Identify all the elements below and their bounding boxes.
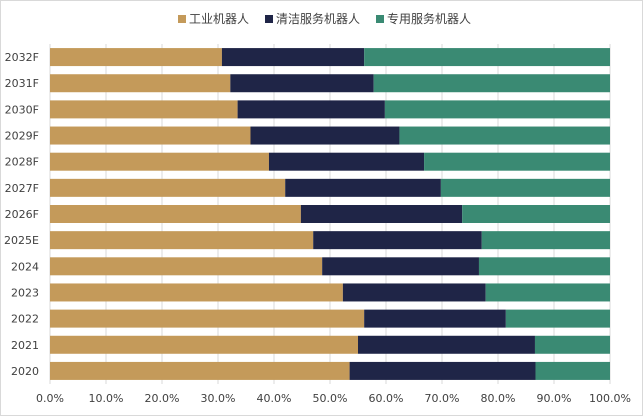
legend-swatch [178,15,186,23]
bar-segment [358,335,535,354]
bar-segment [424,152,610,171]
category-label: 2024 [11,260,39,273]
category-label: 2032F [5,51,39,64]
bar-segment [221,48,365,67]
bar-segment [50,231,314,250]
category-label: 2026F [5,208,39,221]
legend-label: 专用服务机器人 [387,11,471,26]
bar-segment [322,257,479,276]
bar-segment [50,74,231,93]
x-tick-label: 100.0% [589,392,631,405]
bar-segment [440,178,610,197]
bars [50,48,610,380]
category-label: 2027F [5,182,39,195]
bar-segment [478,257,610,276]
bar-segment [50,48,222,67]
category-label: 2031F [5,77,39,90]
bar-segment [50,152,269,171]
bar-segment [505,309,610,328]
bar-segment [50,100,238,119]
legend-swatch [376,15,384,23]
category-label: 2020 [11,365,39,378]
category-label: 2025E [4,234,39,247]
value-axis: 0.0% 10.0% 20.0% 30.0% 40.0% 50.0% 60.0% 70.0% 8… [36,392,631,405]
bar-segment [481,231,610,250]
bar-segment [364,309,506,328]
category-label: 2021 [11,339,39,352]
category-label: 2023 [11,286,39,299]
x-tick-label: 20.0% [145,392,180,405]
bar-segment [313,231,482,250]
category-label: 2022 [11,313,39,326]
x-tick-label: 50.0% [313,392,348,405]
legend: 工业机器人 清洁服务机器人 专用服务机器人 [178,11,471,26]
bar-segment [50,283,343,302]
x-tick-label: 60.0% [369,392,404,405]
bar-segment [342,283,486,302]
bar-segment [230,74,374,93]
bar-segment [285,178,441,197]
bar-segment [237,100,385,119]
bar-segment [50,178,286,197]
bar-segment [268,152,425,171]
x-tick-label: 30.0% [201,392,236,405]
bar-segment [534,335,610,354]
legend-swatch [265,15,273,23]
bar-segment [462,205,610,223]
bar-segment [250,126,400,145]
bar-segment [50,361,350,380]
bar-segment [485,283,610,302]
bar-segment [384,100,610,119]
category-label: 2029F [5,130,39,143]
x-tick-label: 80.0% [481,392,516,405]
x-tick-label: 70.0% [425,392,460,405]
bar-segment [373,74,610,93]
bar-segment [399,126,610,145]
category-axis: 2020 2021 2022 2023 2024 2025E 2026F 2027F 2028F… [4,51,39,378]
category-label: 2030F [5,103,39,116]
bar-segment [364,48,610,67]
bar-segment [300,205,463,223]
legend-label: 清洁服务机器人 [276,11,360,26]
bar-segment [50,335,358,354]
bar-segment [535,361,610,380]
bar-segment [349,361,536,380]
x-tick-label: 40.0% [257,392,292,405]
bar-segment [50,205,301,223]
x-tick-label: 90.0% [537,392,572,405]
bar-segment [50,309,365,328]
legend-label: 工业机器人 [189,12,249,26]
bar-segment [50,257,323,276]
x-tick-label: 0.0% [36,392,64,405]
bar-segment [50,126,251,145]
category-label: 2028F [5,156,39,169]
x-tick-label: 10.0% [89,392,124,405]
